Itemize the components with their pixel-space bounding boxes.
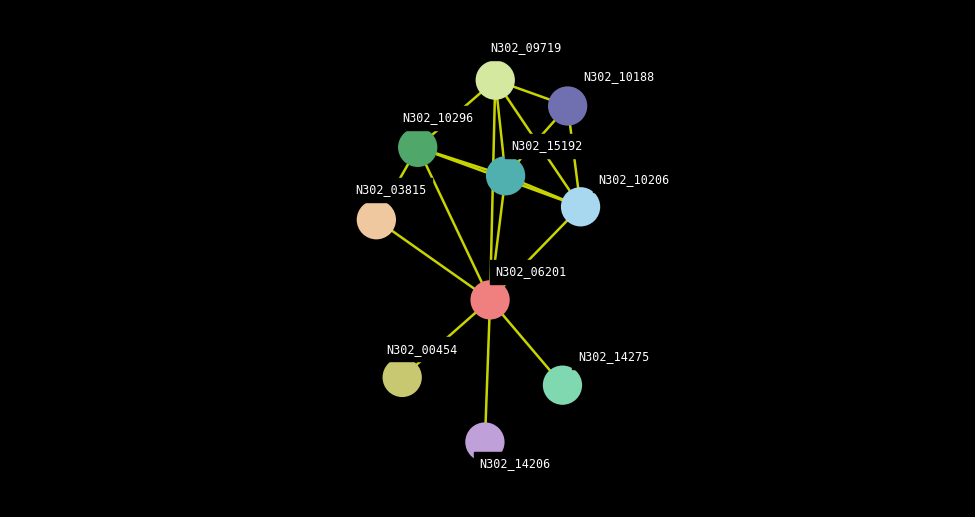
Circle shape: [398, 128, 438, 167]
Circle shape: [561, 187, 601, 226]
Circle shape: [543, 366, 582, 405]
Text: N302_00454: N302_00454: [387, 343, 458, 356]
Text: N302_09719: N302_09719: [490, 41, 562, 54]
Circle shape: [471, 280, 510, 320]
Text: N302_06201: N302_06201: [495, 265, 566, 278]
Text: N302_10296: N302_10296: [403, 111, 474, 124]
Circle shape: [382, 358, 422, 397]
Text: N302_15192: N302_15192: [511, 140, 582, 153]
Circle shape: [465, 422, 504, 462]
Circle shape: [486, 156, 526, 195]
Text: N302_10206: N302_10206: [599, 173, 670, 186]
Circle shape: [548, 86, 587, 126]
Circle shape: [476, 60, 515, 100]
Text: N302_03815: N302_03815: [356, 184, 427, 196]
Text: N302_10188: N302_10188: [583, 70, 654, 83]
Text: N302_14206: N302_14206: [480, 458, 551, 470]
Text: N302_14275: N302_14275: [578, 351, 649, 363]
Circle shape: [357, 200, 396, 239]
